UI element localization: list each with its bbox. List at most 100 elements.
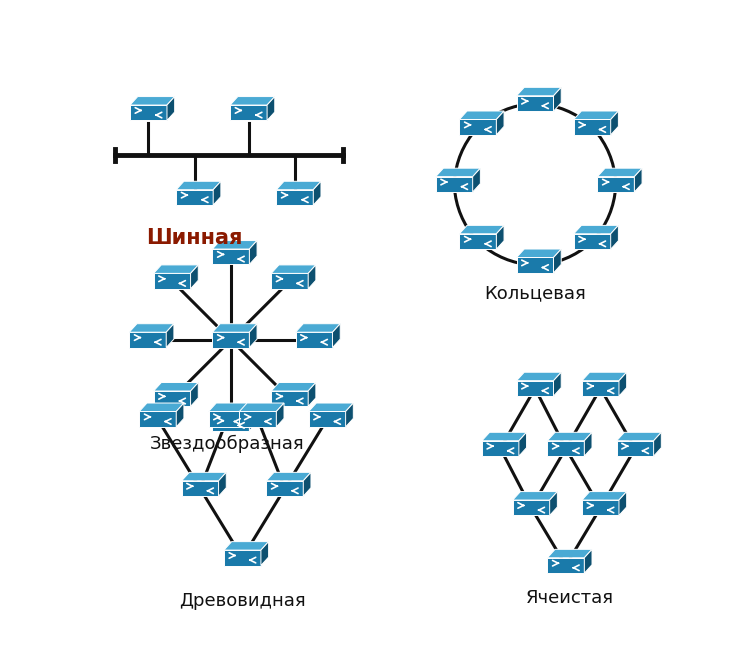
Polygon shape [250,241,257,265]
Polygon shape [213,324,257,332]
Polygon shape [597,168,642,177]
Polygon shape [516,249,561,257]
Polygon shape [436,177,473,192]
Polygon shape [271,265,316,273]
Polygon shape [516,257,553,273]
Polygon shape [516,373,561,381]
Polygon shape [473,168,480,192]
Polygon shape [213,249,250,265]
Polygon shape [617,441,654,456]
Polygon shape [224,550,261,565]
Polygon shape [611,111,618,135]
Polygon shape [139,411,176,427]
Polygon shape [296,324,340,332]
Polygon shape [296,332,333,348]
Text: Звездообразная: Звездообразная [150,435,305,453]
Polygon shape [230,105,267,121]
Polygon shape [574,234,611,249]
FancyArrowPatch shape [480,243,532,265]
Polygon shape [547,549,592,558]
Polygon shape [553,373,561,396]
Polygon shape [271,391,308,407]
Polygon shape [266,481,303,496]
Polygon shape [308,403,354,411]
Polygon shape [459,111,504,119]
Polygon shape [154,265,198,273]
Polygon shape [267,96,274,121]
Polygon shape [182,472,226,481]
FancyArrowPatch shape [594,129,616,182]
Polygon shape [617,432,661,441]
Polygon shape [496,225,504,249]
Polygon shape [582,500,619,515]
Polygon shape [516,381,553,396]
Polygon shape [519,432,526,456]
Polygon shape [582,381,619,396]
Polygon shape [239,403,284,411]
FancyArrowPatch shape [594,187,616,239]
Polygon shape [553,249,561,273]
Polygon shape [250,324,257,348]
Polygon shape [271,273,308,289]
Polygon shape [213,241,257,249]
Polygon shape [246,403,253,427]
Polygon shape [176,403,184,427]
Polygon shape [219,472,226,496]
Polygon shape [547,432,592,441]
Polygon shape [271,383,316,391]
FancyArrowPatch shape [538,104,590,125]
Text: Шинная: Шинная [146,228,243,249]
Text: Древовидная: Древовидная [179,592,306,610]
Polygon shape [547,441,584,456]
Polygon shape [209,403,253,411]
Polygon shape [276,190,313,205]
Polygon shape [313,182,321,205]
Polygon shape [597,177,634,192]
FancyArrowPatch shape [480,104,532,125]
Polygon shape [459,234,496,249]
Polygon shape [513,492,557,500]
Polygon shape [239,411,276,427]
Polygon shape [482,432,526,441]
Polygon shape [459,225,504,234]
Polygon shape [266,472,311,481]
Polygon shape [250,407,257,431]
Polygon shape [333,324,340,348]
Polygon shape [130,96,175,105]
Polygon shape [582,492,627,500]
Polygon shape [574,225,618,234]
Text: Кольцевая: Кольцевая [484,285,586,302]
Polygon shape [574,119,611,135]
Polygon shape [619,373,627,396]
Polygon shape [308,265,316,289]
Polygon shape [553,87,561,111]
Polygon shape [154,391,191,407]
Polygon shape [276,182,321,190]
Polygon shape [584,432,592,456]
Polygon shape [584,549,592,574]
FancyArrowPatch shape [455,187,476,239]
Polygon shape [574,111,618,119]
Polygon shape [176,182,221,190]
Polygon shape [154,383,198,391]
Polygon shape [496,111,504,135]
Polygon shape [182,481,219,496]
Polygon shape [654,432,661,456]
Polygon shape [224,541,268,550]
Polygon shape [459,119,496,135]
Polygon shape [191,383,198,407]
Polygon shape [191,265,198,289]
FancyArrowPatch shape [455,129,476,182]
Polygon shape [139,403,184,411]
Polygon shape [213,182,221,205]
Polygon shape [582,373,627,381]
Polygon shape [213,415,250,431]
Polygon shape [129,332,166,348]
Polygon shape [308,411,345,427]
Polygon shape [345,403,354,427]
Polygon shape [130,105,167,121]
Polygon shape [209,411,246,427]
Polygon shape [516,96,553,111]
Polygon shape [230,96,274,105]
Polygon shape [261,541,268,565]
